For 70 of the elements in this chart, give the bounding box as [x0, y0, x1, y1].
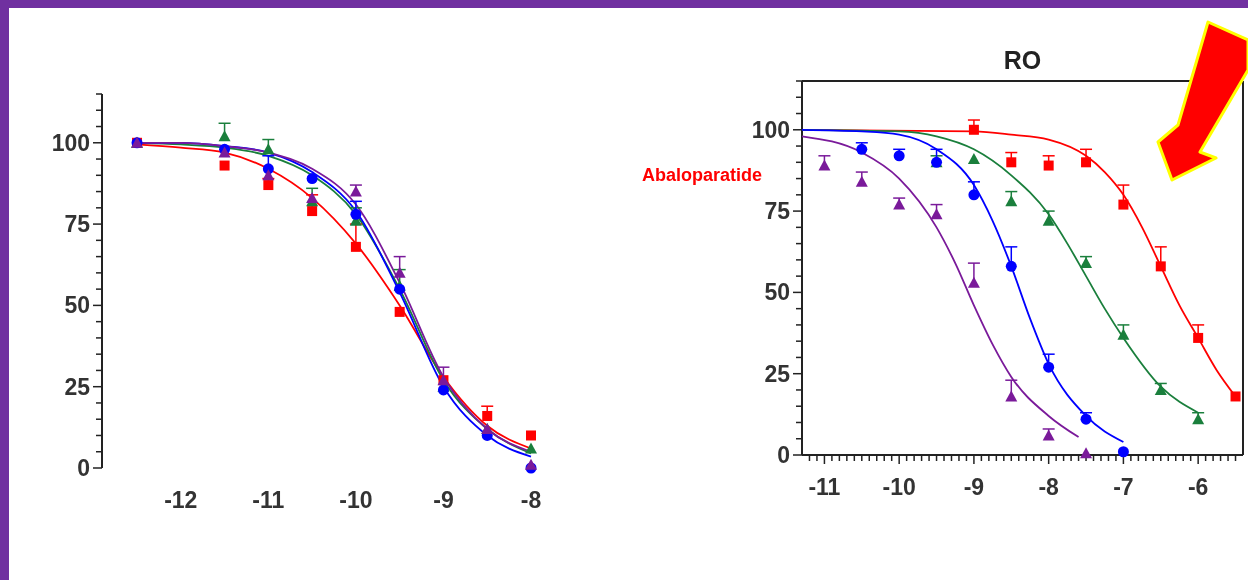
y-tick-label: 50 — [764, 279, 790, 306]
point — [1080, 447, 1093, 459]
point — [855, 175, 868, 187]
chart-title: RO — [1003, 46, 1042, 74]
x-tick-label: -10 — [882, 474, 916, 500]
y-tick-label: 75 — [64, 211, 91, 238]
point — [525, 442, 537, 454]
point — [1006, 157, 1017, 168]
point — [1043, 160, 1054, 171]
point — [394, 283, 406, 295]
y-tick-label: 0 — [777, 442, 790, 469]
x-tick-label: -7 — [1113, 474, 1134, 500]
point — [968, 189, 980, 201]
point — [393, 266, 406, 278]
x-tick-label: -10 — [339, 487, 373, 513]
point — [437, 384, 449, 396]
point — [350, 241, 361, 252]
point — [1117, 328, 1130, 340]
point — [893, 150, 905, 162]
point — [1081, 157, 1092, 168]
point — [262, 169, 275, 181]
point — [856, 143, 868, 155]
point — [967, 153, 980, 165]
point — [262, 143, 275, 155]
y-tick-label: 50 — [64, 292, 90, 319]
line-series — [801, 135, 1080, 439]
point — [1043, 361, 1055, 373]
point — [394, 306, 405, 317]
x-tick-label: -11 — [252, 487, 285, 513]
point — [818, 159, 831, 171]
point — [1080, 257, 1093, 269]
x-tick-label: -6 — [1187, 474, 1209, 500]
point — [526, 430, 536, 441]
point — [218, 130, 231, 142]
y-tick-label: 100 — [51, 129, 90, 156]
x-tick-label: -8 — [520, 487, 542, 513]
y-tick-label: 0 — [77, 455, 90, 482]
point — [1154, 383, 1167, 395]
x-tick-label: -9 — [433, 487, 454, 513]
point — [1005, 195, 1018, 207]
point — [1005, 260, 1017, 272]
point — [967, 276, 980, 288]
point — [968, 124, 979, 135]
point — [1005, 390, 1018, 402]
point — [1155, 261, 1166, 272]
y-tick-label: 75 — [764, 198, 791, 225]
line-series — [801, 128, 1125, 443]
x-tick-label: -11 — [808, 474, 841, 500]
point — [893, 198, 906, 210]
x-tick-label: -12 — [164, 487, 198, 513]
x-tick-label: -9 — [963, 474, 985, 500]
y-tick-label: 25 — [64, 373, 91, 400]
point — [307, 206, 318, 217]
point — [1080, 413, 1092, 425]
point — [930, 208, 943, 220]
x-tick-label: -8 — [1038, 474, 1060, 500]
point — [306, 173, 318, 185]
point — [525, 458, 537, 470]
point — [349, 185, 362, 197]
text: Abaloparatide — [641, 165, 762, 186]
point — [1117, 446, 1129, 458]
y-tick-label: 100 — [751, 116, 790, 143]
point — [482, 410, 493, 421]
point — [1193, 332, 1204, 343]
point — [263, 180, 274, 191]
point — [1230, 391, 1241, 402]
point — [219, 160, 230, 171]
point — [1118, 199, 1129, 210]
y-tick-label: 25 — [764, 360, 791, 387]
point — [1042, 429, 1055, 441]
